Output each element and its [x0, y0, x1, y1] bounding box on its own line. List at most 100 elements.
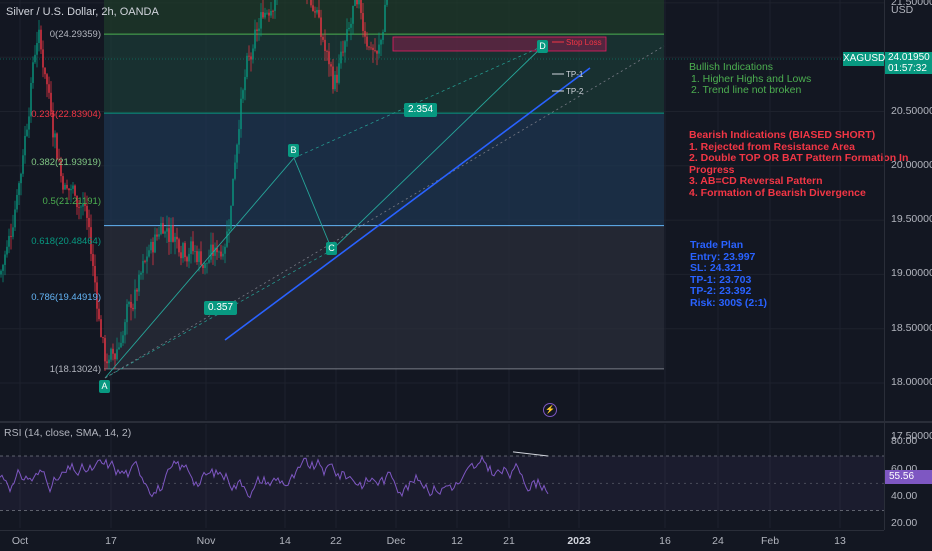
candle-body [202, 264, 204, 269]
candle-body [146, 256, 148, 262]
candle-body [20, 173, 22, 184]
candle-body [30, 82, 32, 117]
candle-body [92, 253, 94, 266]
pane-divider[interactable] [0, 421, 932, 423]
candle-body [270, 10, 272, 16]
bullish-notes[interactable]: Bullish Indications 1. Higher Highs and … [689, 61, 811, 97]
pattern-point-c[interactable]: C [326, 242, 337, 255]
candle-body [124, 322, 126, 336]
candle-body [128, 301, 130, 305]
candle-body [136, 289, 138, 292]
ratio-label-bcd[interactable]: 2.354 [404, 103, 438, 117]
price-tick: 21.50000 [891, 0, 932, 8]
candle-body [80, 206, 82, 208]
stop-loss-zone [392, 36, 607, 52]
candle-body [42, 49, 44, 68]
bearish-item: 2. Double TOP OR BAT Pattern Formation I… [689, 152, 909, 164]
candle-body [266, 12, 268, 14]
candle-body [334, 74, 336, 90]
candle-body [2, 264, 4, 271]
candle-body [356, 0, 358, 5]
price-tick: 18.00000 [891, 376, 932, 388]
symbol-tag: XAGUSD [843, 52, 886, 66]
bearish-notes[interactable]: Bearish Indications (BIASED SHORT) 1. Re… [689, 129, 909, 199]
candle-body [196, 251, 198, 262]
candle-body [326, 51, 328, 52]
candle-body [154, 234, 156, 253]
candle-body [214, 247, 216, 256]
time-tick: Oct [11, 535, 29, 547]
candle-body [40, 29, 42, 50]
candle-body [16, 194, 18, 210]
candle-body [200, 251, 202, 265]
ratio-label-abc[interactable]: 0.357 [204, 301, 238, 315]
trade-plan-notes[interactable]: Trade Plan Entry: 23.997 SL: 24.321 TP-1… [690, 239, 767, 309]
pattern-point-b[interactable]: B [288, 144, 299, 157]
pattern-point-d[interactable]: D [537, 40, 548, 53]
rsi-tick: 40.00 [891, 489, 918, 502]
candle-body [38, 29, 40, 44]
price-chart[interactable] [0, 0, 884, 420]
candle-body [174, 236, 176, 242]
candle-body [330, 64, 332, 67]
fib-level-05-label: 0.5(21.21191) [42, 196, 101, 207]
candle-body [208, 259, 210, 263]
time-tick: 17 [105, 535, 117, 547]
candle-body [48, 84, 50, 93]
time-tick: Dec [386, 535, 406, 547]
pattern-lines [104, 45, 544, 379]
pattern-point-a[interactable]: A [99, 380, 110, 393]
rsi-title[interactable]: RSI (14, close, SMA, 14, 2) [4, 427, 132, 439]
rsi-chart[interactable] [0, 424, 884, 528]
candle-body [62, 176, 64, 190]
candle-body [72, 185, 74, 189]
candle-body [198, 251, 200, 262]
time-axis[interactable]: Oct 17 Nov 14 22 Dec 12 21 2023 16 24 Feb 13 [0, 530, 884, 551]
candle-body [56, 133, 58, 160]
candle-body [234, 162, 236, 179]
time-tick: 16 [659, 535, 671, 547]
candle-body [382, 32, 384, 40]
candle-body [74, 185, 76, 196]
candle-body [102, 337, 104, 339]
candle-body [222, 253, 224, 257]
candle-body [104, 338, 106, 362]
candle-body [170, 225, 172, 242]
candle-body [26, 129, 28, 136]
bullish-title: Bullish Indications [689, 61, 774, 73]
candle-body [320, 17, 322, 37]
candle-body [184, 243, 186, 258]
candle-body [46, 74, 48, 85]
candle-body [8, 235, 10, 247]
candle-body [138, 274, 140, 292]
candle-body [358, 0, 360, 5]
candle-body [134, 289, 136, 310]
candle-body [94, 265, 96, 283]
candle-body [44, 67, 46, 75]
candle-body [216, 247, 218, 253]
symbol-title: Silver / U.S. Dollar, 2h, OANDA [6, 6, 159, 18]
time-tick: 2023 [567, 535, 591, 547]
candle-body [210, 244, 212, 260]
lightning-icon[interactable]: ⚡ [543, 403, 557, 417]
bearish-item: Progress [689, 163, 735, 176]
candle-body [368, 46, 370, 48]
candle-body [318, 9, 320, 18]
candle-body [242, 90, 244, 99]
candle-body [118, 347, 120, 350]
candle-body [0, 270, 2, 275]
candle-body [332, 66, 334, 90]
candle-body [360, 0, 362, 13]
fib-zone [104, 113, 664, 226]
candle-body [226, 231, 228, 247]
candle-body [110, 348, 112, 360]
candle-body [374, 49, 376, 51]
candle-body [166, 228, 168, 232]
candle-body [90, 227, 92, 254]
rsi-band [0, 456, 884, 511]
candle-body [10, 235, 12, 237]
candle-body [340, 51, 342, 64]
price-axis[interactable]: USD 24.5000024.0000023.5000023.0000022.5… [884, 0, 932, 530]
candle-body [258, 28, 260, 31]
price-tick: 20.00000 [891, 158, 932, 171]
